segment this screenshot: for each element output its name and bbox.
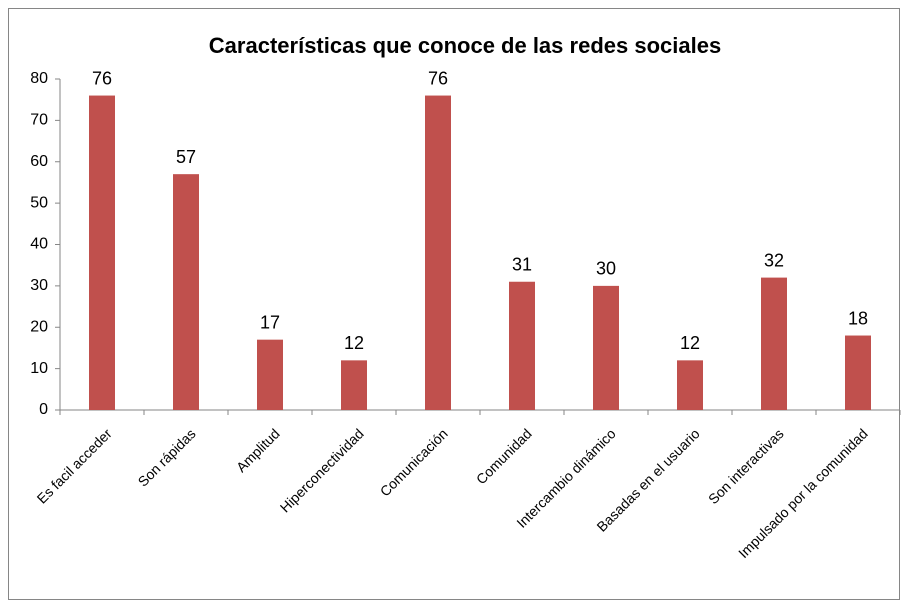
data-label: 57 [176,147,196,167]
y-tick-label: 60 [30,153,48,170]
chart-title: Características que conoce de las redes … [209,33,721,58]
bar [845,335,871,410]
y-tick-label: 50 [30,194,48,211]
chart-frame [8,8,900,600]
data-label: 30 [596,259,616,279]
data-label: 76 [92,68,112,88]
bar [425,95,451,411]
y-tick-label: 80 [30,70,48,87]
y-tick-label: 0 [39,401,48,418]
data-label: 17 [260,312,280,332]
y-tick-label: 30 [30,277,48,294]
data-label: 12 [344,333,364,353]
y-tick-label: 40 [30,236,48,253]
bar [89,95,115,411]
data-label: 12 [680,333,700,353]
bar [341,360,367,410]
bar [509,281,535,410]
y-tick-label: 20 [30,318,48,335]
bar [677,360,703,410]
bar [761,277,787,410]
bar [593,285,619,410]
data-label: 76 [428,68,448,88]
bar [257,339,283,410]
data-label: 18 [848,308,868,328]
bar [173,174,199,410]
data-label: 31 [512,254,532,274]
data-label: 32 [764,250,784,270]
y-tick-label: 10 [30,360,48,377]
y-tick-label: 70 [30,112,48,129]
